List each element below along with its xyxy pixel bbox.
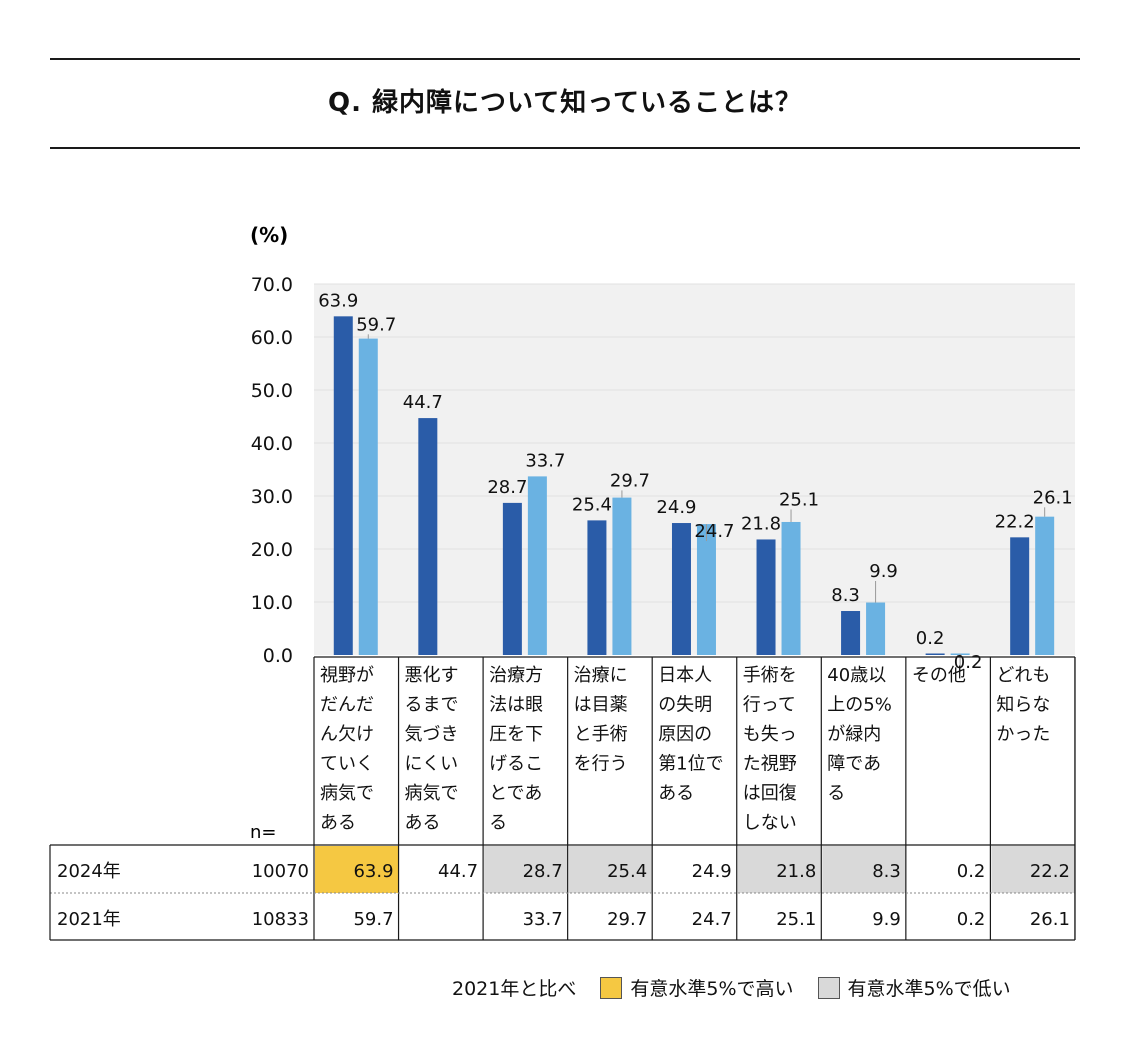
bar-label-2021: 25.1	[779, 489, 819, 510]
bar-label-2021: 0.2	[954, 652, 983, 673]
plot-background	[314, 284, 1075, 655]
bar-2024	[756, 539, 776, 655]
row-year-label: 2021年	[57, 909, 121, 930]
y-tick-label: 20.0	[251, 539, 293, 561]
row-value-cell: 29.7	[607, 909, 647, 930]
bar-2024	[1010, 537, 1030, 655]
bar-2021	[358, 338, 378, 655]
row-value-cell: 8.3	[872, 861, 901, 882]
grid-lines	[314, 283, 1075, 603]
bar-2024	[925, 653, 945, 655]
bar-label-2024: 22.2	[995, 511, 1035, 532]
row-value-cell: 21.8	[776, 861, 816, 882]
bar-label-2024: 44.7	[403, 392, 443, 413]
legend-intro: 2021年と比べ	[452, 978, 577, 1000]
y-tick-label: 70.0	[251, 274, 293, 296]
bar-2024	[587, 520, 607, 655]
bar-label-2024: 25.4	[572, 494, 612, 515]
bar-2024	[502, 502, 522, 655]
y-tick-label: 40.0	[251, 433, 293, 455]
bar-2021	[527, 476, 547, 655]
bar-2021	[696, 524, 716, 655]
bar-label-2024: 28.7	[487, 477, 527, 498]
legend-high-label: 有意水準5%で高い	[630, 978, 794, 1000]
bar-label-2021: 59.7	[356, 314, 396, 335]
bar-2024	[333, 316, 353, 655]
bar-label-2021: 24.7	[694, 521, 734, 542]
bar-label-2024: 8.3	[831, 585, 860, 606]
row-n-value: 10833	[252, 909, 309, 930]
y-tick-label: 10.0	[251, 592, 293, 614]
row-value-cell: 26.1	[1030, 909, 1070, 930]
row-value-cell: 59.7	[353, 909, 393, 930]
bar-label-2021: 26.1	[1033, 487, 1073, 508]
table-rows: 2024年 10070 63.9 44.7 28.7 25.4 24.9 21.8 8.3 0.2…	[57, 861, 1070, 930]
bar-label-2021: 29.7	[610, 470, 650, 491]
row-value-cell: 44.7	[438, 861, 478, 882]
bar-label-2024: 24.9	[656, 497, 696, 518]
bar-label-2024: 0.2	[916, 628, 945, 649]
bar-label-2021: 9.9	[869, 561, 898, 582]
row-value-cell: 0.2	[957, 861, 986, 882]
bar-label-2024: 63.9	[318, 290, 358, 311]
y-tick-label: 60.0	[251, 327, 293, 349]
bar-2024	[841, 611, 861, 655]
y-tick-labels: 0.0 10.0 20.0 30.0 40.0 50.0 60.0 70.0	[251, 274, 293, 667]
legend: 2021年と比べ 有意水準5%で高い 有意水準5%で低い	[452, 974, 1011, 1001]
row-value-cell: 24.9	[692, 861, 732, 882]
row-value-cell: 0.2	[957, 909, 986, 930]
row-n-value: 10070	[252, 861, 309, 882]
row-value-cell: 33.7	[523, 909, 563, 930]
legend-high-swatch	[600, 976, 623, 999]
top-rule	[50, 58, 1080, 60]
legend-low-swatch	[817, 976, 840, 999]
bar-label-2024: 21.8	[741, 513, 781, 534]
bar-2024	[671, 523, 691, 655]
row-value-cell: 9.9	[872, 909, 901, 930]
row-year-label: 2024年	[57, 861, 121, 882]
row-value-cell: 22.2	[1030, 861, 1070, 882]
bottom-rule	[50, 147, 1080, 149]
y-axis-label: (%)	[250, 223, 288, 247]
chart-title: Q. 緑内障について知っていることは？	[328, 88, 802, 118]
row-value-cell: 25.1	[776, 909, 816, 930]
row-value-cell: 25.4	[607, 861, 647, 882]
bar-2024	[418, 418, 438, 655]
row-value-cell: 24.7	[692, 909, 732, 930]
row-value-cell: 28.7	[523, 861, 563, 882]
row-value-cell: 63.9	[353, 861, 393, 882]
y-tick-label: 30.0	[251, 486, 293, 508]
y-tick-label: 0.0	[263, 645, 293, 667]
bar-2021	[612, 497, 632, 655]
bar-2021	[866, 602, 886, 655]
bar-2021	[781, 521, 801, 655]
bar-2021	[1035, 516, 1055, 655]
legend-low-label: 有意水準5%で低い	[847, 978, 1011, 1000]
bars	[333, 316, 1055, 655]
bar-chart: (%) 0.0 10.0 20.0 30.0 40.0 50.0 60.0 70.0 63.9…	[250, 223, 1075, 673]
bar-label-2021: 33.7	[525, 450, 565, 471]
y-tick-label: 50.0	[251, 380, 293, 402]
